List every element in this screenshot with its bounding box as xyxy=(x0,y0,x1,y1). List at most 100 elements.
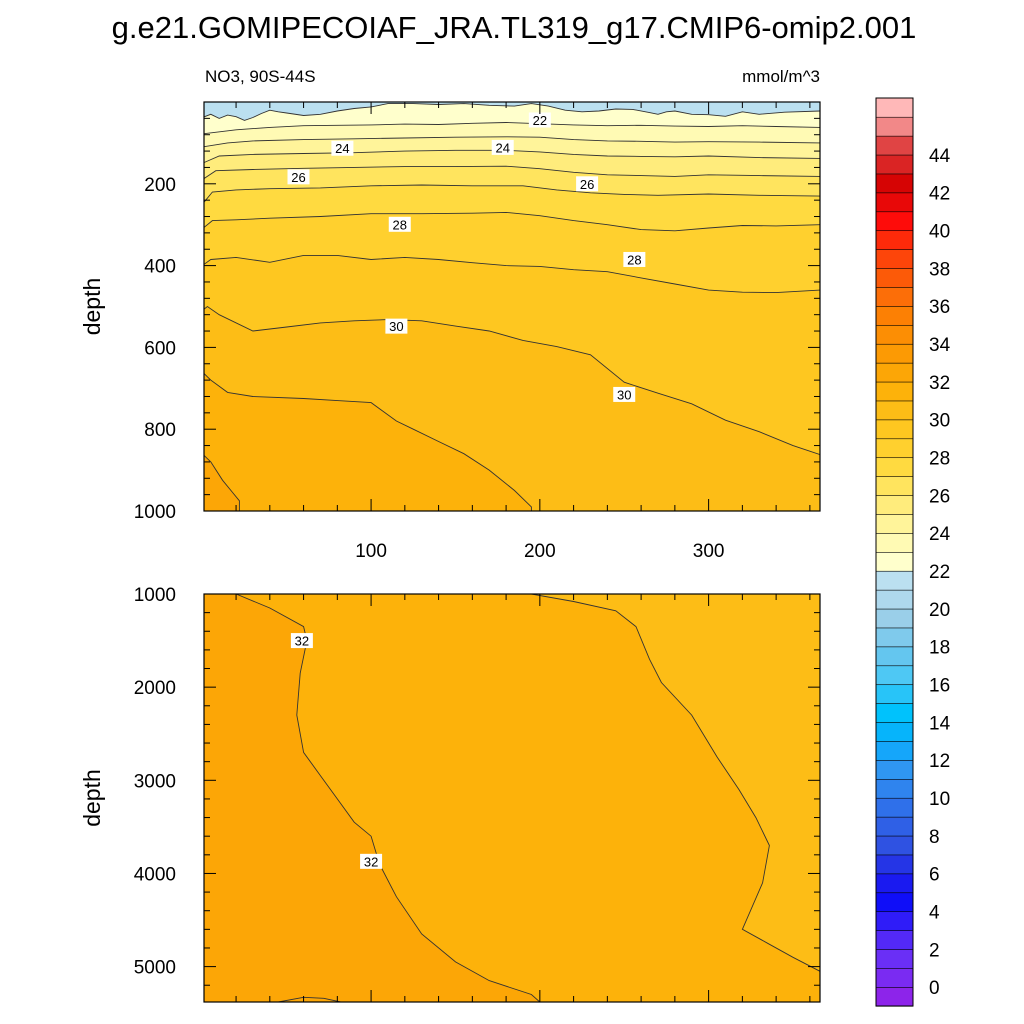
y-ticks: 200 400 600 800 1000 xyxy=(134,101,820,523)
colorbar-box xyxy=(875,249,914,269)
contour-label: 32 xyxy=(295,634,309,649)
colorbar-box xyxy=(875,211,914,232)
contour-label-box xyxy=(623,251,646,267)
contour-label: 24 xyxy=(335,141,349,156)
colorbar-box xyxy=(875,400,914,421)
left-string: NO3, 90S-44S xyxy=(205,67,316,86)
x-ticks xyxy=(235,594,811,1002)
contour-labels: 32 32 xyxy=(290,633,383,869)
colorbar-tick-label: 4 xyxy=(929,902,940,923)
y-tick-label: 1000 xyxy=(134,585,176,606)
units-label: mmol/m^3 xyxy=(742,67,820,86)
x-tick-label: 100 xyxy=(355,541,387,562)
colorbar-tick-label: 42 xyxy=(929,184,950,205)
y-tick-label: 2000 xyxy=(134,678,176,699)
contour-label: 28 xyxy=(393,217,407,232)
y-tick-label: 3000 xyxy=(134,771,176,792)
colorbar-box xyxy=(875,476,914,496)
contour-label: 30 xyxy=(389,319,403,334)
contour-label: 22 xyxy=(533,113,547,128)
y-axis-label: depth xyxy=(79,769,105,827)
colorbar-box xyxy=(875,97,914,118)
colorbar-box xyxy=(875,324,914,345)
contour-line xyxy=(204,454,240,511)
contour-label-box xyxy=(388,216,411,232)
colorbar-box xyxy=(875,343,914,364)
contour-line xyxy=(531,594,820,972)
colorbar-box xyxy=(875,230,914,250)
contour-label-box xyxy=(385,318,408,334)
contour-label-box xyxy=(287,169,310,185)
contour-label: 26 xyxy=(580,177,594,192)
contour-lines xyxy=(204,103,820,511)
contour-label-box xyxy=(360,853,383,869)
contour-label: 24 xyxy=(495,140,509,155)
colorbar-tick-label: 14 xyxy=(929,713,951,734)
contour-labels: 22 24 24 26 26 28 28 30 30 xyxy=(287,112,646,402)
y-tick-label: 4000 xyxy=(134,864,176,885)
colorbar-box xyxy=(875,986,914,1007)
contour-label: 28 xyxy=(627,252,641,267)
colorbar-box xyxy=(875,381,914,402)
colorbar-box xyxy=(875,911,914,931)
colorbar-tick-label: 34 xyxy=(929,335,951,356)
colorbar-box xyxy=(875,797,914,818)
colorbar-box xyxy=(875,930,914,950)
x-tick-label: 300 xyxy=(693,541,725,562)
y-tick-label: 1000 xyxy=(134,502,176,523)
upper-panel: 22 24 24 26 26 28 28 30 30 100 200 300 200 400 600 800 1… xyxy=(79,101,821,562)
colorbar-box xyxy=(875,267,914,288)
colorbar-box xyxy=(875,589,914,610)
contour-line xyxy=(204,254,820,294)
colorbar-tick-label: 32 xyxy=(929,373,950,394)
colorbar-tick-label: 16 xyxy=(929,675,950,696)
colorbar-box xyxy=(875,419,914,440)
colorbar-box xyxy=(875,438,914,459)
y-tick-label: 400 xyxy=(144,257,176,278)
contour-label: 30 xyxy=(617,387,631,402)
colorbar-tick-label: 28 xyxy=(929,448,950,469)
colorbar-box xyxy=(875,608,914,629)
colorbar: 0246810121416182022242628303234363840424… xyxy=(875,97,951,1007)
contour-label-box xyxy=(331,140,354,156)
contour-label: 26 xyxy=(291,170,305,185)
y-tick-label: 600 xyxy=(144,338,176,359)
contour-fill xyxy=(204,373,532,511)
y-tick-label: 800 xyxy=(144,420,176,441)
contour-line xyxy=(204,305,820,456)
colorbar-tick-label: 24 xyxy=(929,524,951,545)
x-tick-label: 200 xyxy=(524,541,556,562)
colorbar-box xyxy=(875,362,914,383)
colorbar-box xyxy=(875,570,914,591)
contour-line xyxy=(204,122,820,135)
colorbar-tick-label: 20 xyxy=(929,600,950,621)
contour-line xyxy=(204,136,820,148)
colorbar-box xyxy=(875,721,914,742)
colorbar-tick-label: 38 xyxy=(929,259,950,280)
colorbar-box xyxy=(875,892,914,913)
colorbar-box xyxy=(875,627,914,648)
plot-frame xyxy=(203,593,821,1003)
contour-line xyxy=(204,184,820,203)
colorbar-box xyxy=(875,154,914,175)
colorbar-box xyxy=(875,457,914,477)
colorbar-box xyxy=(875,116,914,137)
contour-label: 32 xyxy=(364,854,378,869)
y-tick-label: 5000 xyxy=(134,958,176,979)
contour-line xyxy=(204,149,820,164)
colorbar-tick-label: 40 xyxy=(929,221,950,242)
contour-fills xyxy=(204,594,820,1002)
colorbar-tick-label: 6 xyxy=(929,865,940,886)
colorbar-box xyxy=(875,135,914,156)
contour-line xyxy=(204,103,820,121)
colorbar-box xyxy=(875,532,914,553)
colorbar-box xyxy=(875,759,914,780)
colorbar-box xyxy=(875,494,914,515)
colorbar-tick-label: 12 xyxy=(929,751,950,772)
contour-label-box xyxy=(613,386,636,402)
contour-fill xyxy=(204,594,540,1002)
contour-line xyxy=(204,211,820,232)
colorbar-box xyxy=(875,286,914,307)
y-tick-label: 200 xyxy=(144,175,176,196)
